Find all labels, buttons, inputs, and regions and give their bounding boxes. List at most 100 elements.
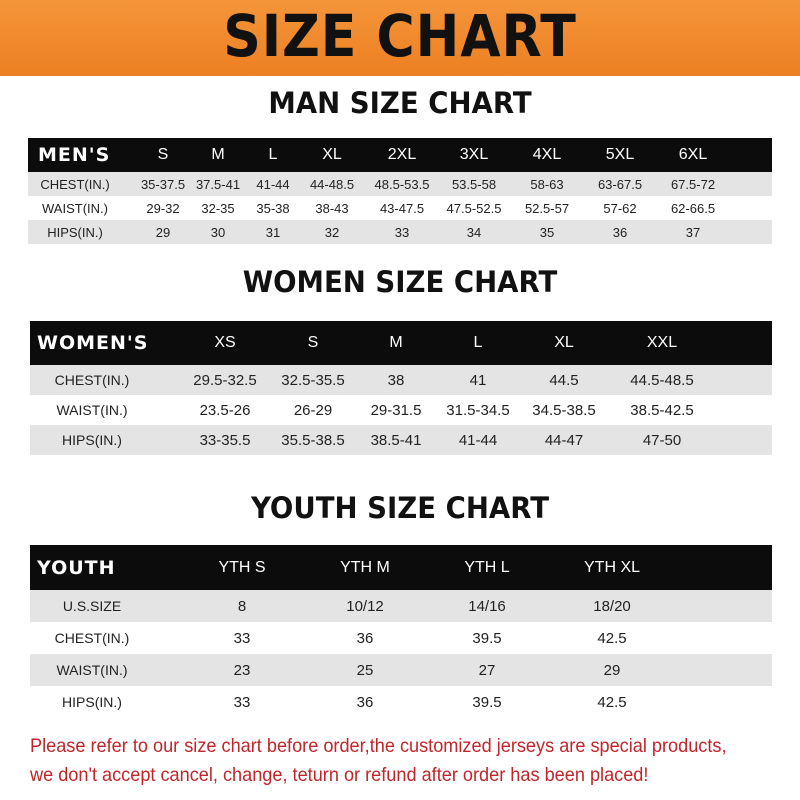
size-column-header: YTH S — [218, 558, 266, 576]
row-label: CHEST(IN.) — [40, 176, 110, 192]
row-label: HIPS(IN.) — [62, 694, 122, 710]
table-cell: 35.5-38.5 — [281, 431, 345, 449]
table-cell: 53.5-58 — [451, 176, 497, 192]
table-cell: 14/16 — [468, 597, 506, 615]
table-cell: 62-66.5 — [670, 200, 716, 216]
table-cell: 29-31.5 — [370, 401, 422, 419]
table-row: WAIST(IN.) 29-32 32-35 35-38 38-43 43-47.5 47.… — [28, 196, 772, 220]
table-cell: 26-29 — [293, 401, 333, 419]
table-cell: 33 — [394, 224, 410, 240]
table-cell: 18/20 — [593, 597, 631, 615]
table-cell: 36 — [356, 693, 374, 711]
row-label: WAIST(IN.) — [42, 200, 108, 216]
table-cell: 29 — [603, 661, 621, 679]
table-row: CHEST(IN.) 29.5-32.5 32.5-35.5 38 41 44.5 44.5… — [30, 365, 772, 395]
row-label: HIPS(IN.) — [62, 432, 122, 448]
size-column-header: S — [307, 334, 319, 351]
table-cell: 35 — [539, 224, 555, 240]
youth-title: YOUTH SIZE CHART — [250, 491, 550, 525]
table-cell: 57-62 — [603, 200, 637, 216]
table-cell: 44.5 — [549, 371, 579, 389]
table-row: CHEST(IN.) 33 36 39.5 42.5 — [30, 622, 772, 654]
size-column-header: 6XL — [678, 146, 708, 163]
size-column-header: M — [211, 146, 225, 163]
notice-line-2: we don't accept cancel, change, teturn o… — [30, 764, 649, 786]
table-cell: 25 — [356, 661, 374, 679]
table-corner-label: WOMEN'S — [37, 332, 149, 354]
table-cell: 63-67.5 — [597, 176, 643, 192]
table-row: WAIST(IN.) 23 25 27 29 — [30, 654, 772, 686]
table-cell: 44.5-48.5 — [630, 371, 694, 389]
table-row: HIPS(IN.) 33-35.5 35.5-38.5 38.5-41 41-44 44-… — [30, 425, 772, 455]
youth-size-table: YOUTH YTH S YTH M YTH L YTH XL U.S.SIZE 8 10/12… — [30, 545, 772, 718]
table-cell: 32 — [324, 224, 340, 240]
table-cell: 41-44 — [256, 176, 290, 192]
row-label: CHEST(IN.) — [54, 372, 130, 388]
size-column-header: XS — [214, 334, 236, 351]
table-row: U.S.SIZE 8 10/12 14/16 18/20 — [30, 590, 772, 622]
row-label: CHEST(IN.) — [54, 630, 130, 646]
table-cell: 8 — [237, 597, 247, 615]
table-cell: 29-32 — [146, 200, 180, 216]
size-column-header: 5XL — [605, 146, 635, 163]
size-column-header: M — [389, 334, 403, 351]
table-cell: 38.5-42.5 — [630, 401, 694, 419]
banner-title: SIZE CHART — [223, 2, 577, 70]
women-title: WOMEN SIZE CHART — [242, 265, 558, 299]
table-cell: 35-37.5 — [140, 176, 186, 192]
table-cell: 67.5-72 — [670, 176, 716, 192]
size-column-header: 3XL — [459, 146, 489, 163]
row-label: HIPS(IN.) — [47, 224, 103, 240]
size-column-header: YTH M — [340, 558, 390, 576]
size-column-header: XL — [322, 146, 342, 163]
size-column-header: YTH L — [464, 558, 510, 576]
men-title: MAN SIZE CHART — [268, 86, 532, 120]
table-cell: 38.5-41 — [370, 431, 422, 449]
table-cell: 47-50 — [642, 431, 682, 449]
table-cell: 39.5 — [472, 693, 502, 711]
women-header-row: WOMEN'S XS S M L XL XXL — [30, 321, 772, 365]
size-column-header: L — [473, 334, 483, 351]
row-label: WAIST(IN.) — [56, 662, 128, 678]
row-label: U.S.SIZE — [62, 598, 122, 614]
size-column-header: 2XL — [387, 146, 417, 163]
table-cell: 34.5-38.5 — [532, 401, 596, 419]
table-cell: 37.5-41 — [195, 176, 241, 192]
table-cell: 42.5 — [597, 629, 627, 647]
youth-header-row: YOUTH YTH S YTH M YTH L YTH XL — [30, 545, 772, 590]
table-cell: 41 — [469, 371, 487, 389]
table-cell: 44-47 — [544, 431, 584, 449]
table-cell: 32-35 — [201, 200, 235, 216]
size-column-header: L — [268, 146, 278, 163]
table-row: CHEST(IN.) 35-37.5 37.5-41 41-44 44-48.5 48.5… — [28, 172, 772, 196]
table-cell: 34 — [466, 224, 482, 240]
table-cell: 35-38 — [256, 200, 290, 216]
table-cell: 38-43 — [315, 200, 349, 216]
table-cell: 44-48.5 — [309, 176, 355, 192]
table-cell: 23.5-26 — [199, 401, 251, 419]
men-header-row: MEN'S S M L XL 2XL 3XL 4XL 5XL 6XL — [28, 138, 772, 172]
table-cell: 47.5-52.5 — [446, 200, 502, 216]
table-cell: 31.5-34.5 — [446, 401, 510, 419]
size-column-header: YTH XL — [583, 558, 641, 576]
notice-line-1: Please refer to our size chart before or… — [30, 735, 727, 757]
table-cell: 33 — [233, 693, 251, 711]
table-cell: 43-47.5 — [379, 200, 425, 216]
table-cell: 32.5-35.5 — [281, 371, 345, 389]
table-cell: 42.5 — [597, 693, 627, 711]
table-cell: 33 — [233, 629, 251, 647]
table-corner-label: YOUTH — [37, 556, 116, 579]
table-cell: 30 — [210, 224, 226, 240]
table-cell: 36 — [356, 629, 374, 647]
table-corner-label: MEN'S — [38, 144, 111, 166]
banner: SIZE CHART — [0, 0, 800, 76]
row-label: WAIST(IN.) — [56, 402, 128, 418]
table-row: HIPS(IN.) 33 36 39.5 42.5 — [30, 686, 772, 718]
size-column-header: XL — [554, 334, 574, 351]
men-size-table: MEN'S S M L XL 2XL 3XL 4XL 5XL 6XL CHEST(IN.) 35-37… — [28, 138, 772, 244]
table-row: WAIST(IN.) 23.5-26 26-29 29-31.5 31.5-34.5 34… — [30, 395, 772, 425]
table-cell: 52.5-57 — [524, 200, 570, 216]
table-cell: 33-35.5 — [199, 431, 251, 449]
table-cell: 29.5-32.5 — [193, 371, 257, 389]
size-column-header: XXL — [646, 334, 678, 351]
